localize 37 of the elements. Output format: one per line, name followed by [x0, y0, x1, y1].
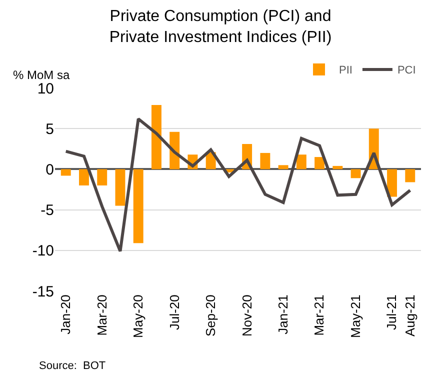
chart-title: Private Consumption (PCI) and Private Investment Indices (PII) — [109, 8, 332, 46]
bar — [97, 169, 108, 186]
x-tick-label: Aug-21 — [402, 294, 418, 337]
bar — [115, 169, 126, 206]
x-tick-label: Mar-21 — [312, 294, 327, 336]
bar — [405, 169, 416, 182]
bar — [79, 169, 89, 186]
bar — [350, 169, 361, 178]
y-tick-label: -5 — [40, 202, 54, 220]
bar — [133, 169, 144, 244]
legend-label: PII — [339, 64, 352, 77]
x-tick-label: Jul-20 — [166, 294, 182, 330]
y-axis-title: % MoM sa — [13, 68, 70, 82]
bar — [296, 154, 306, 170]
bar — [387, 169, 397, 197]
y-tick-label: -15 — [32, 283, 54, 300]
x-tick-label: Jan-21 — [276, 294, 291, 334]
y-tick-label: 5 — [46, 120, 54, 138]
bar — [332, 166, 343, 170]
bar — [278, 165, 288, 170]
bar — [260, 152, 270, 170]
bar — [60, 169, 71, 176]
bar — [151, 105, 162, 170]
source-note: Source: BOT — [39, 360, 106, 372]
y-tick-label: 10 — [37, 80, 54, 98]
x-tick-label: Nov-20 — [239, 294, 254, 337]
x-tick-label: Sep-20 — [203, 294, 218, 337]
x-tick-label: Jul-21 — [384, 294, 400, 330]
legend-label: PCI — [397, 64, 416, 77]
y-tick-label: -10 — [32, 242, 54, 260]
line-series — [64, 117, 412, 253]
x-tick-label: Jan-20 — [58, 294, 74, 334]
x-tick-label: May-20 — [130, 294, 146, 338]
x-tick-label: May-21 — [348, 294, 363, 338]
x-tick-label: Mar-20 — [94, 294, 110, 336]
y-tick-label: 0 — [46, 161, 54, 178]
bar — [314, 157, 325, 170]
